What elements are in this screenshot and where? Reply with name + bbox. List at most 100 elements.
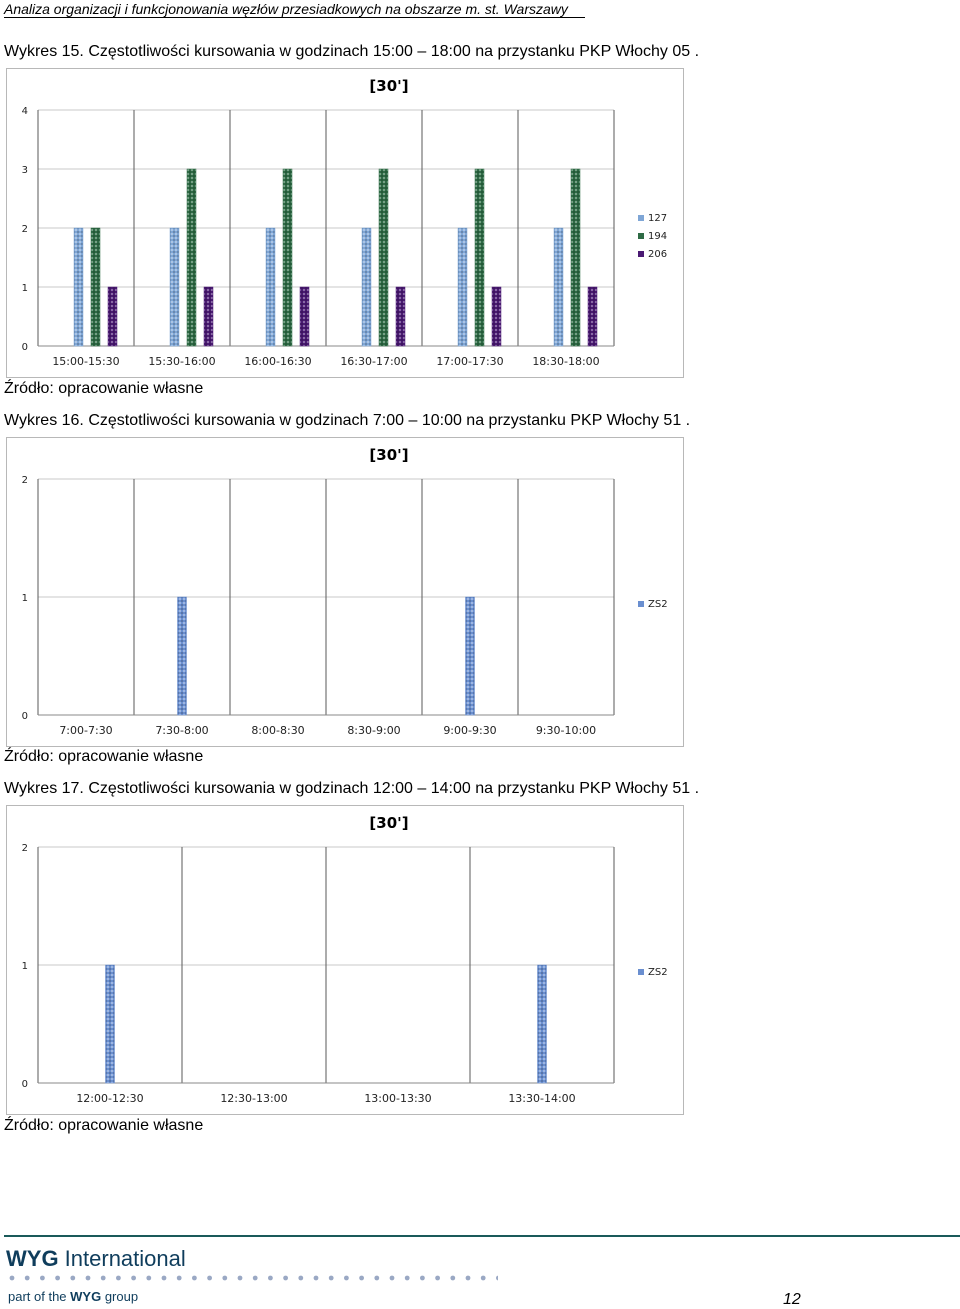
logo-dot bbox=[237, 1275, 243, 1281]
legend-swatch bbox=[638, 233, 644, 239]
logo-dot bbox=[268, 1275, 273, 1281]
bar-206 bbox=[107, 286, 118, 347]
bar-206 bbox=[491, 286, 502, 347]
y-tick-label: 4 bbox=[22, 106, 28, 117]
bar-206 bbox=[587, 286, 598, 347]
chart-container: [30'] 0 1 2 ZS2 7:00-7:30 7:30-8:00 8:00-8:30 8:… bbox=[6, 437, 684, 747]
x-tick-label: 7:00-7:30 bbox=[59, 724, 112, 737]
bar-206 bbox=[395, 286, 406, 347]
legend-swatch bbox=[638, 969, 644, 975]
bar-127 bbox=[73, 227, 84, 347]
bar-194 bbox=[186, 168, 197, 347]
bar-194 bbox=[90, 227, 101, 347]
logo-dot bbox=[450, 1275, 456, 1281]
logo-dot bbox=[374, 1275, 380, 1281]
bar-194 bbox=[570, 168, 581, 347]
logo-dot bbox=[222, 1275, 228, 1281]
logo-dot bbox=[116, 1275, 121, 1281]
bar-206 bbox=[299, 286, 310, 347]
bar-194 bbox=[378, 168, 389, 347]
legend-label: ZS2 bbox=[648, 967, 668, 978]
logo-dot-row bbox=[9, 1275, 498, 1281]
x-tick-label: 8:30-9:00 bbox=[347, 724, 400, 737]
logo-dot bbox=[146, 1275, 152, 1281]
x-tick-label: 17:00-17:30 bbox=[436, 355, 503, 368]
logo-dot bbox=[480, 1275, 486, 1281]
figure-caption: Wykres 16. Częstotliwości kursowania w g… bbox=[4, 412, 691, 429]
logo-dot bbox=[192, 1275, 197, 1281]
logo-dot bbox=[70, 1275, 76, 1281]
logo-dot bbox=[389, 1275, 395, 1281]
chart-container: [30'] 0 1 2 3 4 127 194 206 15:00-15:30 15:30-16:0… bbox=[6, 68, 684, 378]
logo-dot bbox=[496, 1275, 498, 1281]
chart-title: [30'] bbox=[369, 77, 408, 95]
y-tick-label: 2 bbox=[22, 475, 28, 486]
logo-dot bbox=[9, 1275, 15, 1281]
bar-ZS2 bbox=[105, 964, 115, 1084]
x-tick-label: 12:00-12:30 bbox=[76, 1092, 143, 1105]
legend-label: 206 bbox=[648, 249, 667, 260]
group-tagline: part of the WYG group bbox=[8, 1289, 139, 1304]
legend-label: 127 bbox=[648, 213, 667, 224]
y-tick-label: 1 bbox=[22, 961, 28, 972]
logo-dot bbox=[298, 1275, 304, 1281]
bar-127 bbox=[265, 227, 276, 347]
logo-dot bbox=[100, 1275, 106, 1281]
logo-dot bbox=[404, 1275, 410, 1281]
logo-dot bbox=[313, 1275, 319, 1281]
y-tick-label: 2 bbox=[22, 224, 28, 235]
x-tick-label: 13:00-13:30 bbox=[364, 1092, 431, 1105]
figure-source: Źródło: opracowanie własne bbox=[4, 1117, 204, 1134]
chart-container: [30'] 0 1 2 ZS2 12:00-12:30 12:30-13:00 13:00-1… bbox=[6, 805, 684, 1115]
bar-chart: [30'] 0 1 2 3 4 127 194 206 15:00-15:30 15:30-16:0… bbox=[22, 77, 667, 368]
x-tick-label: 16:00-16:30 bbox=[244, 355, 311, 368]
logo-dot bbox=[283, 1275, 288, 1281]
logo-dot bbox=[131, 1275, 136, 1281]
y-tick-label: 0 bbox=[22, 711, 28, 722]
logo-dot bbox=[40, 1275, 45, 1281]
logo-dot bbox=[420, 1275, 425, 1281]
legend-swatch bbox=[638, 251, 644, 257]
figure-caption: Wykres 17. Częstotliwości kursowania w g… bbox=[4, 780, 700, 797]
company-logo: WYG International bbox=[6, 1246, 186, 1271]
bar-127 bbox=[457, 227, 468, 347]
logo-dot bbox=[207, 1275, 213, 1281]
bar-127 bbox=[169, 227, 180, 347]
figure-source: Źródło: opracowanie własne bbox=[4, 748, 204, 765]
y-tick-label: 0 bbox=[22, 1079, 28, 1090]
logo-dot bbox=[435, 1275, 440, 1281]
legend-swatch bbox=[638, 601, 644, 607]
logo-dot bbox=[24, 1275, 30, 1281]
logo-dot bbox=[252, 1275, 258, 1281]
bar-chart: [30'] 0 1 2 ZS2 12:00-12:30 12:30-13:00 13:00-1… bbox=[22, 814, 668, 1105]
x-tick-label: 13:30-14:00 bbox=[508, 1092, 575, 1105]
bar-194 bbox=[474, 168, 485, 347]
bar-127 bbox=[553, 227, 564, 347]
logo-dot bbox=[344, 1275, 349, 1281]
x-tick-label: 9:30-10:00 bbox=[536, 724, 596, 737]
bar-194 bbox=[282, 168, 293, 347]
logo-dot bbox=[359, 1275, 364, 1281]
document-header: Analiza organizacji i funkcjonowania węz… bbox=[4, 2, 585, 18]
x-tick-label: 9:00-9:30 bbox=[443, 724, 496, 737]
chart-title: [30'] bbox=[369, 814, 408, 832]
y-tick-label: 0 bbox=[22, 342, 28, 353]
x-tick-label: 12:30-13:00 bbox=[220, 1092, 287, 1105]
x-tick-label: 16:30-17:00 bbox=[340, 355, 407, 368]
figure-caption: Wykres 15. Częstotliwości kursowania w g… bbox=[4, 43, 700, 60]
page-number: 12 bbox=[783, 1291, 801, 1308]
x-tick-label: 18:30-18:00 bbox=[532, 355, 599, 368]
logo-dot bbox=[161, 1275, 167, 1281]
footer-divider bbox=[4, 1235, 960, 1237]
logo-dot bbox=[176, 1275, 182, 1281]
legend-label: 194 bbox=[648, 231, 667, 242]
y-tick-label: 2 bbox=[22, 843, 28, 854]
bar-ZS2 bbox=[177, 596, 187, 716]
bar-127 bbox=[361, 227, 372, 347]
bar-206 bbox=[203, 286, 214, 347]
logo-dot bbox=[465, 1275, 471, 1281]
y-tick-label: 1 bbox=[22, 283, 28, 294]
figure-source: Źródło: opracowanie własne bbox=[4, 380, 204, 397]
legend-swatch bbox=[638, 215, 644, 221]
bar-chart: [30'] 0 1 2 ZS2 7:00-7:30 7:30-8:00 8:00-8:30 8:… bbox=[22, 446, 668, 737]
